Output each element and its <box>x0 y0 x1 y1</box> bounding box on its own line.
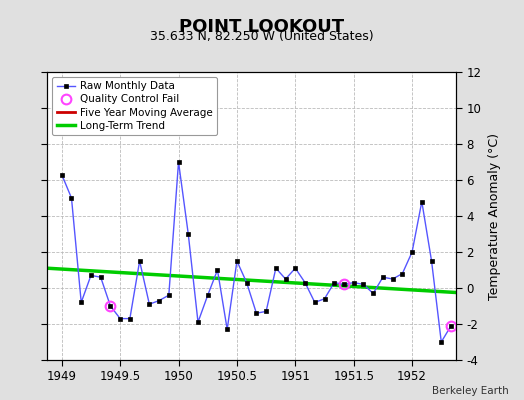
Quality Control Fail <box>107 304 114 308</box>
Raw Monthly Data <box>78 300 84 305</box>
Line: Quality Control Fail: Quality Control Fail <box>105 280 456 331</box>
Raw Monthly Data <box>107 304 114 308</box>
Raw Monthly Data <box>438 340 444 344</box>
Raw Monthly Data <box>389 277 396 282</box>
Raw Monthly Data <box>204 293 211 298</box>
Raw Monthly Data <box>370 291 376 296</box>
Raw Monthly Data <box>156 298 162 303</box>
Raw Monthly Data <box>351 280 357 285</box>
Raw Monthly Data <box>97 275 104 280</box>
Raw Monthly Data <box>429 258 435 263</box>
Raw Monthly Data <box>127 316 133 321</box>
Raw Monthly Data <box>409 250 415 254</box>
Raw Monthly Data <box>166 293 172 298</box>
Raw Monthly Data <box>176 160 182 164</box>
Quality Control Fail <box>341 282 347 287</box>
Raw Monthly Data <box>361 282 367 287</box>
Raw Monthly Data <box>419 199 425 204</box>
Raw Monthly Data <box>341 282 347 287</box>
Text: Berkeley Earth: Berkeley Earth <box>432 386 508 396</box>
Raw Monthly Data <box>380 275 386 280</box>
Raw Monthly Data <box>244 280 250 285</box>
Raw Monthly Data <box>214 268 221 272</box>
Legend: Raw Monthly Data, Quality Control Fail, Five Year Moving Average, Long-Term Tren: Raw Monthly Data, Quality Control Fail, … <box>52 77 217 135</box>
Raw Monthly Data <box>399 271 406 276</box>
Raw Monthly Data <box>321 296 328 301</box>
Raw Monthly Data <box>448 323 454 328</box>
Raw Monthly Data <box>282 277 289 282</box>
Raw Monthly Data <box>88 273 94 278</box>
Raw Monthly Data <box>146 302 152 306</box>
Y-axis label: Temperature Anomaly (°C): Temperature Anomaly (°C) <box>488 132 501 300</box>
Raw Monthly Data <box>136 258 143 263</box>
Raw Monthly Data <box>68 196 74 200</box>
Text: 35.633 N, 82.250 W (United States): 35.633 N, 82.250 W (United States) <box>150 30 374 43</box>
Raw Monthly Data <box>331 280 337 285</box>
Raw Monthly Data <box>263 309 269 314</box>
Line: Raw Monthly Data: Raw Monthly Data <box>60 160 453 344</box>
Raw Monthly Data <box>117 316 123 321</box>
Raw Monthly Data <box>302 280 308 285</box>
Raw Monthly Data <box>234 258 240 263</box>
Raw Monthly Data <box>59 172 65 177</box>
Raw Monthly Data <box>312 300 318 305</box>
Raw Monthly Data <box>253 311 259 316</box>
Text: POINT LOOKOUT: POINT LOOKOUT <box>179 18 345 36</box>
Raw Monthly Data <box>195 320 201 325</box>
Raw Monthly Data <box>224 327 231 332</box>
Quality Control Fail <box>448 323 454 328</box>
Raw Monthly Data <box>272 266 279 270</box>
Raw Monthly Data <box>292 266 299 270</box>
Raw Monthly Data <box>185 232 191 236</box>
